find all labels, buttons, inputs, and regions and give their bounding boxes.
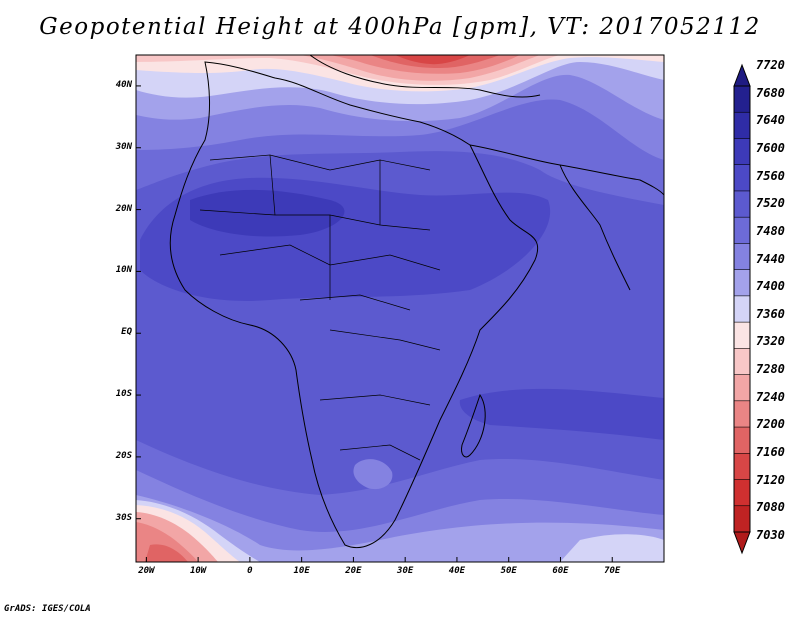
colorbar-box xyxy=(734,348,750,375)
band-indian xyxy=(459,388,664,440)
country-borders xyxy=(199,154,441,461)
colorbar-box xyxy=(734,400,750,428)
colorbar-label: 7560 xyxy=(756,168,785,183)
lon-label: 30E xyxy=(397,566,414,576)
colorbar-box xyxy=(734,453,750,480)
colorbar-label: 7680 xyxy=(756,85,785,100)
colorbar-label: 7200 xyxy=(756,417,785,432)
mediterranean xyxy=(309,55,541,98)
colorbar-box xyxy=(734,427,750,454)
map-frame xyxy=(135,54,665,563)
colorbar-box xyxy=(734,138,750,166)
borders xyxy=(199,154,441,461)
lon-label: 10W xyxy=(189,566,207,576)
colorbar-box xyxy=(734,322,750,349)
colorbar-box xyxy=(734,164,750,192)
colorbar-label: 7280 xyxy=(756,362,785,377)
colorbar-label: 7440 xyxy=(756,251,785,266)
axis-ticks xyxy=(136,85,613,562)
band-south-7440 xyxy=(136,495,664,562)
india-coast xyxy=(559,164,631,291)
colorbar-box xyxy=(734,112,750,139)
colorbar-box xyxy=(734,505,750,533)
lon-label: 60E xyxy=(552,566,569,576)
colorbar-label: 7030 xyxy=(756,528,785,542)
credit-text: GrADS: IGES/COLA xyxy=(4,604,91,614)
colorbar-label: 7120 xyxy=(756,472,785,487)
colorbar-box xyxy=(734,479,750,507)
colorbar-label: 7360 xyxy=(756,306,785,321)
colorbar-box xyxy=(734,295,750,323)
lon-label: 70E xyxy=(604,566,621,576)
band-se-7400 xyxy=(560,534,664,562)
lon-label: 50E xyxy=(500,566,517,576)
lat-label: 30N xyxy=(115,141,132,152)
colorbar-box xyxy=(734,269,750,297)
africa-coast xyxy=(169,61,539,549)
lat-label: 20N xyxy=(115,203,132,214)
lat-label: 20S xyxy=(115,450,132,461)
band-safrica xyxy=(353,459,393,490)
lon-label: 10E xyxy=(293,566,310,576)
band-sw-7200 xyxy=(145,544,188,562)
colorbar-label: 7480 xyxy=(756,223,785,238)
coastlines xyxy=(169,55,664,549)
madagascar xyxy=(461,393,486,458)
colorbar-label: 7640 xyxy=(756,113,785,128)
colorbar-label: 7320 xyxy=(756,334,785,349)
lon-label: 40E xyxy=(448,566,466,576)
band-7160 xyxy=(395,55,470,65)
page-title: Geopotential Height at 400hPa [gpm], VT:… xyxy=(39,14,761,40)
lat-label: 30S xyxy=(115,512,132,523)
band-7640 xyxy=(190,189,345,237)
colorbar-frame xyxy=(733,85,751,533)
colorbar-label: 7600 xyxy=(756,140,785,155)
lon-label: 20W xyxy=(138,566,155,576)
arabia-coast xyxy=(469,144,664,196)
lat-label: 10N xyxy=(115,265,132,276)
lon-label: 0 xyxy=(247,566,253,576)
colorbar-arrow-top xyxy=(733,63,751,87)
colorbar-box xyxy=(734,374,750,402)
lat-label: 40N xyxy=(115,79,132,90)
colorbar-label: 7240 xyxy=(756,389,785,404)
colorbar-label: 7160 xyxy=(756,445,785,460)
colorbar-box xyxy=(734,243,750,271)
colorbar xyxy=(733,63,751,555)
colorbar-box xyxy=(734,190,750,218)
colorbar-box xyxy=(734,86,750,113)
colorbar-arrow-bottom xyxy=(733,531,751,555)
lon-label: 20E xyxy=(345,566,362,576)
lat-label: 10S xyxy=(115,389,132,400)
colorbar-label: 7520 xyxy=(756,196,785,211)
colorbar-label: 7080 xyxy=(756,500,785,515)
colorbar-box xyxy=(734,217,750,244)
colorbar-label: 7720 xyxy=(756,58,785,72)
lat-label: EQ xyxy=(121,327,132,338)
colorbar-label: 7400 xyxy=(756,279,785,294)
geopotential-field xyxy=(136,55,664,562)
